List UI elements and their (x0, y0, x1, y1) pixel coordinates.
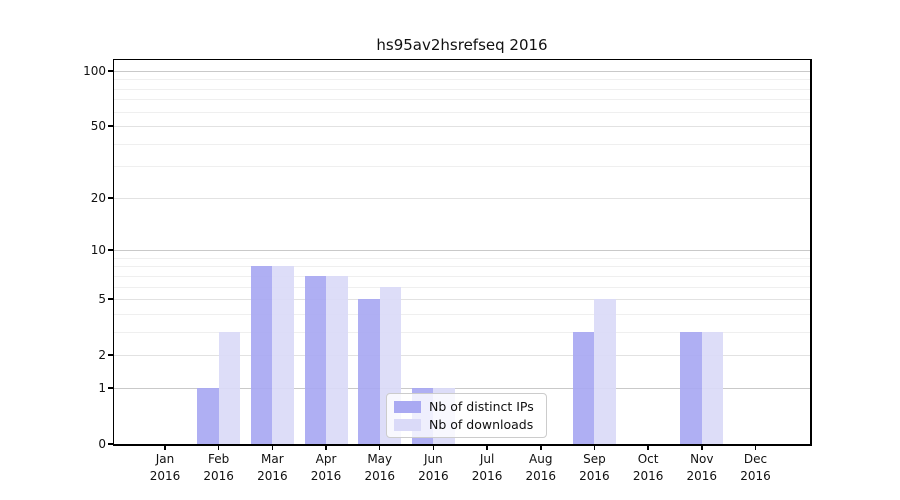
major-gridline (114, 71, 810, 72)
x-tick-label: Aug 2016 (525, 452, 557, 483)
minor-gridline (114, 79, 810, 81)
x-tick-mark (217, 445, 220, 450)
bar-downloads-nov (701, 331, 724, 444)
y-tick-mark (107, 387, 113, 389)
y-tick-label: 10 (90, 243, 106, 258)
y-tick-mark (107, 298, 113, 300)
y-tick-mark (107, 70, 113, 72)
bottom-spine (112, 444, 812, 446)
bar-distinct-ips-nov (680, 331, 702, 444)
legend-label-downloads: Nb of downloads (429, 417, 534, 432)
minor-gridline (114, 111, 810, 113)
bar-downloads-apr (326, 275, 348, 444)
minor-gridline (114, 266, 810, 268)
y-tick-mark (107, 354, 113, 356)
x-tick-mark (432, 445, 435, 450)
y-tick-label: 100 (83, 64, 106, 78)
minor-gridline (114, 88, 810, 90)
top-spine (112, 58, 812, 60)
x-tick-label: Jul 2016 (471, 452, 503, 483)
x-tick-mark (486, 445, 488, 450)
minor-gridline (114, 143, 810, 145)
bar-downloads-sep (594, 299, 616, 444)
left-spine (112, 58, 114, 446)
minor-gridline (114, 331, 810, 333)
x-tick-label: Jun 2016 (418, 452, 449, 483)
minor-gridline (114, 313, 810, 315)
bar-distinct-ips-apr (304, 275, 327, 444)
y-tick-label: 0 (98, 437, 106, 451)
major-gridline (114, 197, 810, 199)
minor-gridline (114, 286, 810, 288)
x-tick-label: Oct 2016 (632, 452, 664, 483)
major-gridline (114, 299, 810, 301)
minor-gridline (114, 166, 810, 168)
x-tick-label: Apr 2016 (310, 452, 342, 483)
x-tick-label: May 2016 (364, 452, 395, 483)
minor-gridline (114, 99, 810, 101)
y-tick-label: 5 (98, 292, 106, 307)
minor-gridline (114, 257, 810, 259)
x-tick-mark (647, 445, 649, 450)
x-tick-label: Dec 2016 (740, 452, 771, 483)
y-tick-mark (107, 443, 113, 445)
y-tick-label: 50 (90, 119, 106, 134)
x-tick-mark (378, 445, 381, 450)
bar-downloads-mar (272, 266, 294, 444)
x-tick-mark (754, 445, 757, 450)
y-tick-label: 1 (98, 380, 106, 395)
y-tick-label: 20 (90, 190, 106, 205)
legend-item-distinct-ips: Nb of distinct IPs (394, 399, 539, 414)
y-tick-mark (107, 197, 113, 199)
y-tick-mark (107, 125, 113, 127)
major-gridline (114, 126, 810, 128)
minor-gridline (114, 275, 810, 277)
y-tick-mark (107, 249, 113, 251)
plot-area (114, 60, 810, 444)
legend-swatch-downloads (394, 418, 421, 431)
x-tick-mark (271, 445, 274, 450)
x-tick-label: Jan 2016 (149, 452, 181, 483)
bar-distinct-ips-feb (197, 387, 219, 444)
x-tick-mark (701, 445, 703, 450)
legend-item-downloads: Nb of downloads (394, 417, 539, 432)
x-tick-label: Feb 2016 (203, 452, 234, 483)
y-tick-label: 2 (98, 348, 106, 363)
legend-swatch-distinct-ips (394, 400, 421, 413)
major-gridline (114, 387, 810, 389)
x-tick-mark (164, 445, 166, 450)
major-gridline (114, 355, 810, 357)
bar-downloads-feb (218, 331, 241, 444)
legend: Nb of distinct IPs Nb of downloads (386, 393, 547, 438)
chart-title: hs95av2hsrefseq 2016 (376, 36, 548, 54)
x-tick-label: Mar 2016 (257, 452, 288, 483)
bar-distinct-ips-mar (250, 266, 273, 444)
bar-distinct-ips-may (358, 299, 380, 444)
x-tick-label: Nov 2016 (686, 452, 718, 483)
x-tick-mark (593, 445, 596, 450)
major-gridline (114, 250, 810, 252)
right-spine (810, 58, 812, 446)
x-tick-mark (540, 445, 542, 450)
bar-distinct-ips-sep (572, 331, 595, 444)
x-tick-mark (325, 445, 327, 450)
legend-label-distinct-ips: Nb of distinct IPs (429, 399, 534, 414)
x-tick-label: Sep 2016 (579, 452, 610, 483)
